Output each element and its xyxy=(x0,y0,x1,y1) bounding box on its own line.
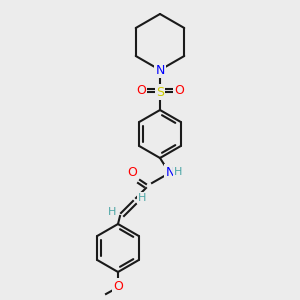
Text: H: H xyxy=(174,167,182,177)
Text: O: O xyxy=(174,83,184,97)
Text: N: N xyxy=(165,166,175,178)
Text: H: H xyxy=(138,193,146,203)
Text: O: O xyxy=(127,167,137,179)
Text: N: N xyxy=(155,64,165,76)
Text: O: O xyxy=(136,83,146,97)
Text: O: O xyxy=(113,280,123,292)
Text: H: H xyxy=(108,207,116,217)
Text: S: S xyxy=(156,85,164,98)
